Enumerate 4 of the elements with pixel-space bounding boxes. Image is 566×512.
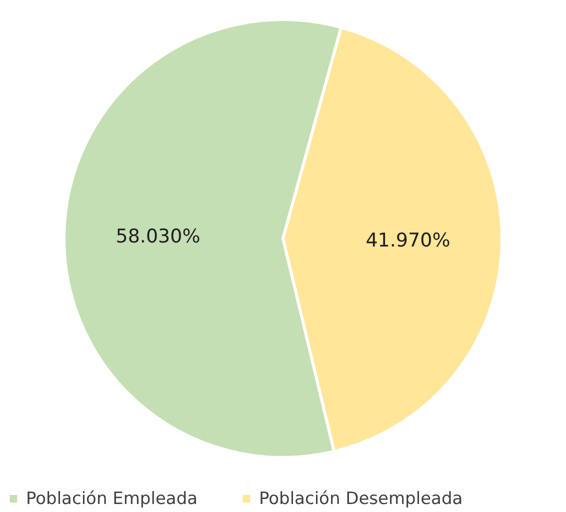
legend-label: Población Empleada (26, 488, 198, 509)
data-label: 58.030% (116, 225, 200, 248)
legend-label: Población Desempleada (259, 488, 463, 509)
data-label: 41.970% (366, 230, 450, 252)
